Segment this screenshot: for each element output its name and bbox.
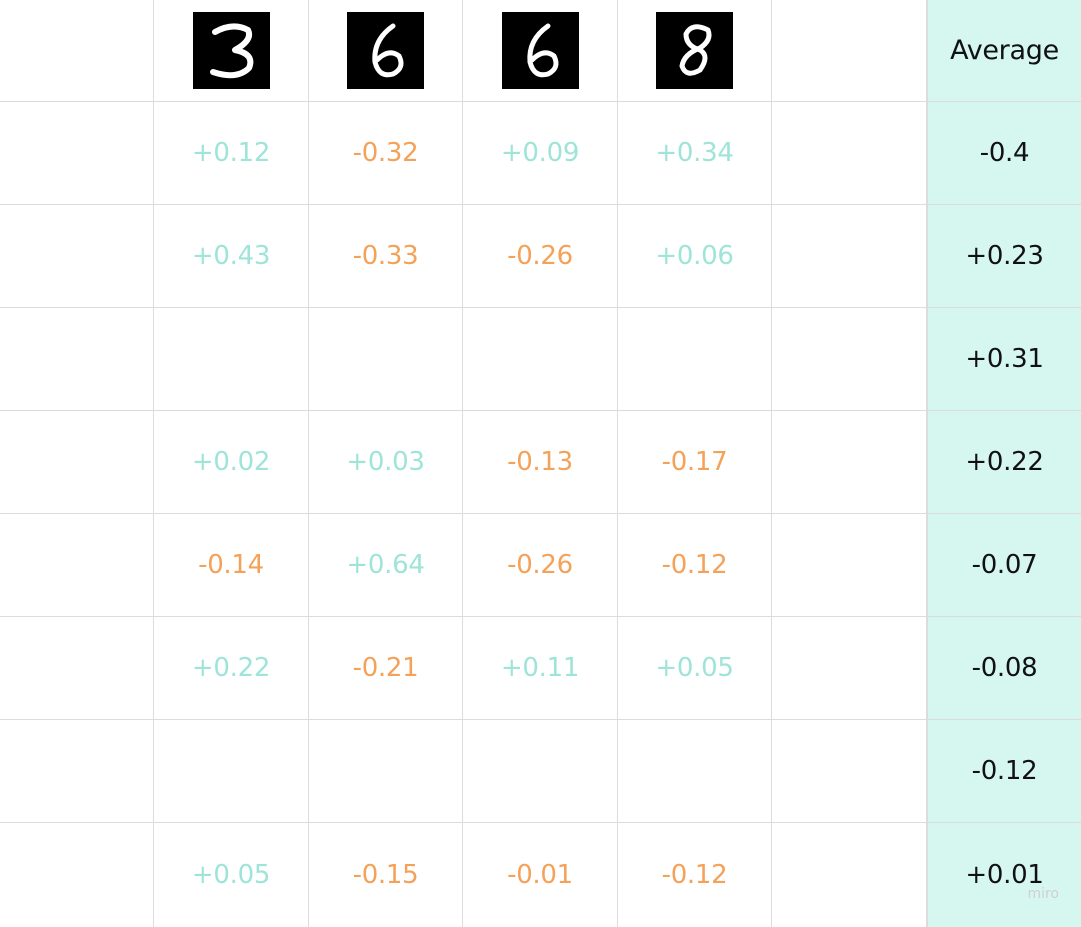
average-header: Average: [927, 0, 1081, 102]
score-cell: [618, 720, 772, 823]
handwritten-digit-8-icon: [656, 12, 733, 89]
average-cell: +0.31: [927, 308, 1081, 411]
score-cell: -0.12: [618, 823, 772, 927]
score-cell: +0.34: [618, 102, 772, 205]
score-cell: [309, 720, 463, 823]
score-cell: -0.12: [618, 514, 772, 617]
score-cell: +0.03: [309, 411, 463, 514]
score-cell: +0.05: [618, 617, 772, 720]
average-cell: -0.07: [927, 514, 1081, 617]
score-cell: [463, 720, 618, 823]
handwritten-digit-6-icon: [347, 12, 424, 89]
row-label-cell: [0, 411, 154, 514]
row-label-cell: [0, 102, 154, 205]
score-cell: -0.33: [309, 205, 463, 308]
score-cell: +0.22: [154, 617, 309, 720]
handwritten-digit-3-icon: [192, 12, 270, 89]
score-cell: -0.32: [309, 102, 463, 205]
average-cell: +0.23: [927, 205, 1081, 308]
empty-cell: [772, 720, 927, 823]
row-label-cell: [0, 514, 154, 617]
empty-cell: [772, 308, 927, 411]
score-cell: -0.13: [463, 411, 618, 514]
score-cell: +0.64: [309, 514, 463, 617]
header-digit-cell: [309, 0, 463, 102]
empty-cell: [772, 102, 927, 205]
row-label-cell: [0, 205, 154, 308]
score-cell: +0.43: [154, 205, 309, 308]
empty-cell: [772, 823, 927, 927]
average-cell: +0.01: [927, 823, 1081, 927]
empty-cell: [772, 514, 927, 617]
score-cell: +0.12: [154, 102, 309, 205]
header-digit-cell: [154, 0, 309, 102]
score-cell: +0.06: [618, 205, 772, 308]
average-cell: +0.22: [927, 411, 1081, 514]
average-cell: -0.08: [927, 617, 1081, 720]
score-cell: -0.01: [463, 823, 618, 927]
average-cell: -0.4: [927, 102, 1081, 205]
row-label-cell: [0, 308, 154, 411]
empty-cell: [772, 205, 927, 308]
score-cell: +0.11: [463, 617, 618, 720]
header-empty-cell: [0, 0, 154, 102]
score-cell: -0.15: [309, 823, 463, 927]
score-cell: [463, 308, 618, 411]
score-cell: [309, 308, 463, 411]
score-cell: -0.14: [154, 514, 309, 617]
header-digit-cell: [618, 0, 772, 102]
score-cell: +0.02: [154, 411, 309, 514]
score-cell: +0.05: [154, 823, 309, 927]
score-cell: -0.26: [463, 514, 618, 617]
row-label-cell: [0, 617, 154, 720]
header-empty-cell: [772, 0, 927, 102]
score-cell: +0.09: [463, 102, 618, 205]
empty-cell: [772, 411, 927, 514]
score-cell: [154, 308, 309, 411]
score-cell: [618, 308, 772, 411]
score-cell: -0.17: [618, 411, 772, 514]
header-digit-cell: [463, 0, 618, 102]
score-cell: [154, 720, 309, 823]
score-cell: -0.26: [463, 205, 618, 308]
score-cell: -0.21: [309, 617, 463, 720]
empty-cell: [772, 617, 927, 720]
row-label-cell: [0, 823, 154, 927]
row-label-cell: [0, 720, 154, 823]
average-cell: -0.12: [927, 720, 1081, 823]
miro-watermark: miro: [1027, 886, 1059, 902]
handwritten-digit-6-icon: [501, 12, 579, 89]
